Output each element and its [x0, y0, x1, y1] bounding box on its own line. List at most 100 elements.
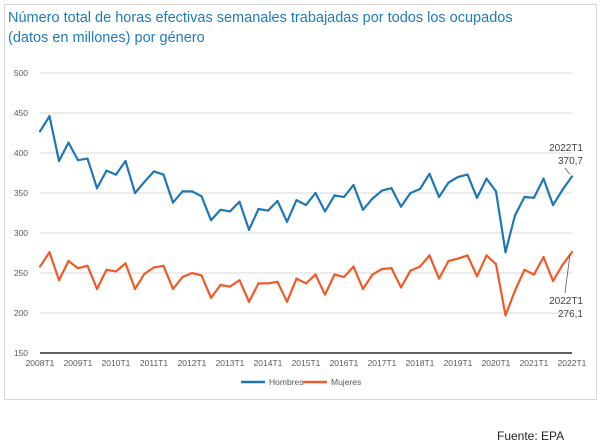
x-tick-label: 2011T1: [140, 358, 168, 368]
data-point-mujeres: [247, 300, 251, 303]
series-line-hombres: [39, 115, 573, 254]
data-point-mujeres: [295, 277, 298, 280]
data-point-mujeres: [361, 287, 365, 291]
x-tick-label: 2019T1: [444, 358, 473, 368]
x-tick-label: 2018T1: [406, 358, 435, 368]
data-point-hombres: [399, 205, 403, 208]
data-point-mujeres: [333, 273, 336, 276]
x-tick-label: 2008T1: [26, 358, 55, 368]
annotation-hombres-leader: [564, 167, 571, 175]
source-note: Fuente: EPA: [497, 429, 565, 443]
annotation-hombres-period: 2022T1: [549, 143, 583, 154]
data-point-mujeres: [504, 314, 507, 317]
data-point-hombres: [570, 175, 574, 178]
annotation-mujeres-leader: [564, 254, 571, 294]
y-tick-label: 150: [14, 348, 28, 358]
x-tick-label: 2014T1: [254, 358, 283, 368]
data-point-mujeres: [342, 275, 346, 279]
data-point-mujeres: [190, 271, 194, 275]
data-point-hombres: [95, 187, 99, 190]
x-tick-label: 2015T1: [292, 358, 321, 368]
data-point-hombres: [475, 196, 479, 199]
data-point-hombres: [456, 175, 460, 179]
data-point-hombres: [76, 159, 80, 162]
data-point-mujeres: [152, 266, 156, 269]
data-point-hombres: [190, 190, 194, 193]
data-point-mujeres: [86, 264, 89, 267]
y-tick-label: 500: [14, 68, 28, 78]
data-point-mujeres: [304, 282, 308, 285]
x-tick-label: 2022T1: [558, 358, 587, 368]
data-point-hombres: [285, 220, 289, 223]
data-point-mujeres: [485, 254, 488, 257]
data-point-mujeres: [95, 287, 99, 291]
data-point-hombres: [200, 195, 203, 198]
data-point-hombres: [114, 173, 118, 176]
x-axis: 2008T1 2009T1 2010T1 2011T1 2012T1 2013T1 2014…: [26, 358, 587, 368]
data-point-hombres: [181, 190, 184, 193]
annotation-mujeres-period: 2022T1: [549, 296, 583, 307]
legend: Hombres Mujeres: [241, 377, 361, 387]
data-point-hombres: [247, 228, 251, 231]
data-point-mujeres: [323, 293, 327, 296]
data-point-hombres: [228, 210, 232, 213]
data-point-mujeres: [352, 265, 355, 268]
x-tick-label: 2017T1: [368, 358, 397, 368]
data-point-hombres: [428, 172, 431, 175]
data-point-mujeres: [285, 300, 289, 303]
x-tick-label: 2013T1: [216, 358, 245, 368]
data-point-hombres: [219, 208, 222, 211]
data-point-mujeres: [143, 272, 146, 275]
data-point-mujeres: [475, 275, 479, 278]
data-point-hombres: [532, 196, 536, 199]
series-lines: [38, 115, 574, 317]
data-point-mujeres: [447, 259, 450, 263]
data-point-hombres: [48, 115, 51, 118]
data-point-hombres: [466, 173, 469, 176]
x-tick-label: 2010T1: [102, 358, 131, 368]
data-point-hombres: [238, 200, 241, 203]
data-point-hombres: [561, 188, 564, 191]
data-point-mujeres: [466, 254, 469, 257]
x-tick-label: 2009T1: [64, 358, 93, 368]
x-tick-label: 2012T1: [178, 358, 207, 368]
data-point-mujeres: [124, 262, 127, 265]
data-point-mujeres: [114, 270, 118, 273]
data-point-mujeres: [133, 287, 137, 291]
data-point-mujeres: [162, 264, 165, 267]
data-point-hombres: [418, 187, 422, 191]
line-chart: 150 200 250 300 350 400 450 500 2008T1 2009T1 201…: [14, 68, 587, 387]
data-point-mujeres: [105, 268, 108, 271]
data-point-hombres: [333, 194, 336, 197]
data-point-mujeres: [399, 286, 403, 289]
data-point-hombres: [342, 195, 346, 199]
x-tick-label: 2021T1: [520, 358, 549, 368]
data-point-hombres: [295, 199, 298, 202]
data-point-hombres: [485, 177, 488, 180]
data-point-mujeres: [409, 269, 412, 272]
data-point-mujeres: [314, 273, 317, 276]
data-point-hombres: [523, 195, 526, 199]
data-point-mujeres: [38, 265, 42, 268]
data-point-hombres: [371, 197, 374, 200]
data-point-mujeres: [371, 273, 374, 276]
data-point-mujeres: [456, 257, 460, 260]
data-point-hombres: [152, 170, 156, 173]
data-point-mujeres: [570, 251, 574, 254]
chart-title: Número total de horas efectivas semanale…: [8, 8, 568, 48]
data-point-mujeres: [48, 251, 51, 254]
data-point-mujeres: [542, 255, 545, 259]
data-point-hombres: [551, 203, 555, 207]
data-point-hombres: [171, 201, 175, 204]
data-point-mujeres: [219, 283, 222, 287]
data-point-mujeres: [494, 263, 498, 266]
gridlines: [40, 72, 572, 354]
y-tick-label: 200: [14, 308, 28, 318]
data-point-mujeres: [437, 277, 441, 280]
y-tick-label: 300: [14, 228, 28, 238]
data-point-mujeres: [523, 268, 526, 271]
y-axis: 150 200 250 300 350 400 450 500: [14, 68, 28, 358]
data-point-hombres: [276, 199, 279, 203]
data-point-hombres: [105, 169, 108, 172]
data-point-hombres: [352, 183, 355, 187]
